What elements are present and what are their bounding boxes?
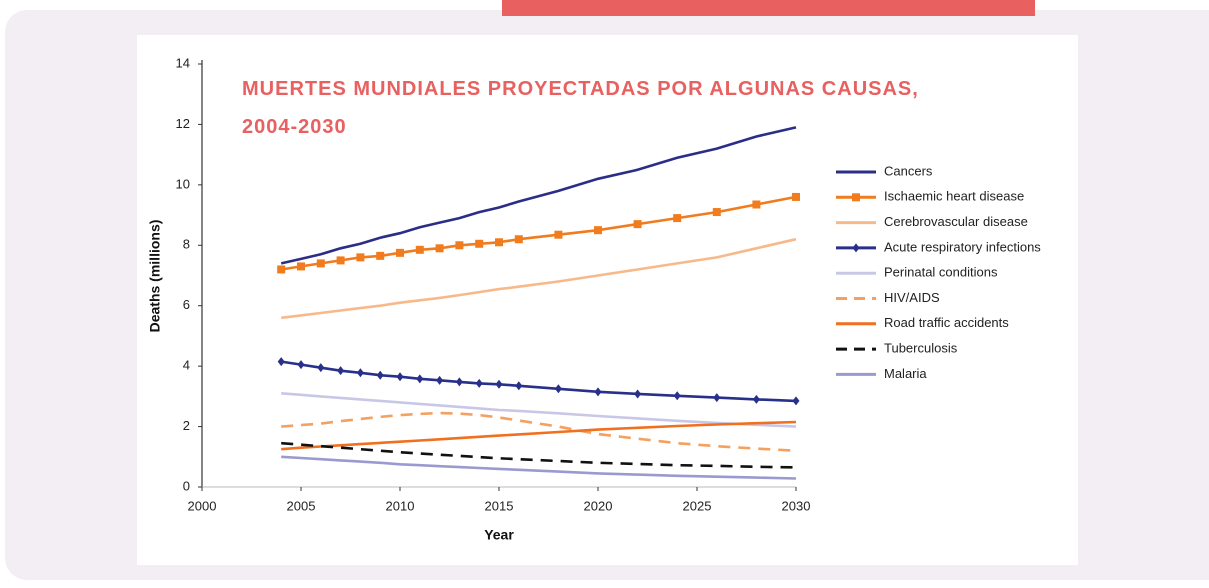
point-marker — [376, 370, 384, 380]
point-marker — [633, 220, 642, 229]
point-marker — [297, 360, 305, 370]
point-marker — [475, 239, 484, 248]
series-line — [281, 411, 797, 452]
y-tick-label: 4 — [183, 358, 190, 373]
point-marker — [673, 214, 682, 223]
accent-bar — [502, 0, 1035, 16]
legend-marker — [852, 193, 860, 202]
point-marker — [475, 378, 483, 388]
point-marker — [752, 394, 760, 404]
x-tick-label: 2015 — [485, 498, 514, 513]
y-tick-label: 8 — [183, 237, 190, 252]
y-tick-label: 12 — [176, 116, 190, 131]
point-marker — [396, 248, 404, 257]
chart-panel — [137, 35, 1078, 565]
point-marker — [455, 377, 463, 387]
x-tick-label: 2000 — [188, 498, 217, 513]
point-marker — [356, 368, 364, 378]
point-marker — [336, 256, 345, 265]
series-line — [281, 392, 797, 428]
point-marker — [792, 396, 800, 406]
point-marker — [297, 262, 305, 271]
legend-label: Cerebrovascular disease — [884, 214, 1028, 229]
point-marker — [514, 235, 523, 244]
point-marker — [673, 391, 681, 401]
series-line — [281, 237, 797, 320]
point-marker — [277, 357, 285, 367]
legend-marker — [852, 243, 860, 253]
point-marker — [554, 384, 562, 394]
series-line — [281, 360, 797, 403]
point-marker — [277, 265, 286, 274]
y-tick-label: 0 — [183, 478, 190, 493]
legend-label: Tuberculosis — [884, 341, 958, 356]
point-marker — [455, 241, 464, 250]
point-marker — [752, 200, 761, 209]
point-marker — [594, 226, 602, 235]
x-axis-title: Year — [484, 527, 514, 543]
series-line — [281, 441, 797, 469]
y-tick-label: 10 — [176, 176, 190, 191]
y-tick-label: 14 — [176, 55, 190, 70]
x-tick-label: 2020 — [584, 498, 613, 513]
point-marker — [495, 238, 503, 247]
point-marker — [634, 389, 642, 399]
x-tick-label: 2030 — [782, 498, 811, 513]
series-line — [281, 455, 797, 480]
point-marker — [316, 259, 325, 268]
point-marker — [416, 374, 424, 384]
point-marker — [436, 375, 444, 385]
point-marker — [712, 208, 721, 217]
point-marker — [317, 363, 325, 373]
x-tick-label: 2005 — [287, 498, 316, 513]
point-marker — [337, 366, 345, 376]
point-marker — [713, 393, 721, 403]
y-tick-label: 6 — [183, 297, 190, 312]
legend-label: Perinatal conditions — [884, 265, 998, 280]
series-line — [281, 420, 797, 451]
legend-label: Cancers — [884, 163, 933, 178]
y-axis-title: Deaths (millions) — [147, 220, 163, 333]
y-tick-label: 2 — [183, 418, 190, 433]
x-tick-label: 2010 — [386, 498, 415, 513]
legend-label: Ischaemic heart disease — [884, 189, 1024, 204]
legend-label: Acute respiratory infections — [884, 239, 1041, 254]
legend-label: HIV/AIDS — [884, 290, 940, 305]
legend-label: Road traffic accidents — [884, 315, 1009, 330]
point-marker — [594, 387, 602, 397]
point-marker — [376, 251, 385, 260]
chart-title: MUERTES MUNDIALES PROYECTADAS POR ALGUNA… — [242, 78, 919, 138]
point-marker — [495, 379, 503, 389]
point-marker — [554, 230, 563, 239]
point-marker — [356, 253, 365, 262]
series-line — [280, 126, 797, 265]
point-marker — [415, 245, 424, 254]
point-marker — [792, 192, 800, 201]
x-tick-label: 2025 — [683, 498, 712, 513]
point-marker — [435, 244, 444, 253]
point-marker — [515, 381, 523, 391]
legend-label: Malaria — [884, 366, 927, 381]
point-marker — [396, 372, 404, 382]
